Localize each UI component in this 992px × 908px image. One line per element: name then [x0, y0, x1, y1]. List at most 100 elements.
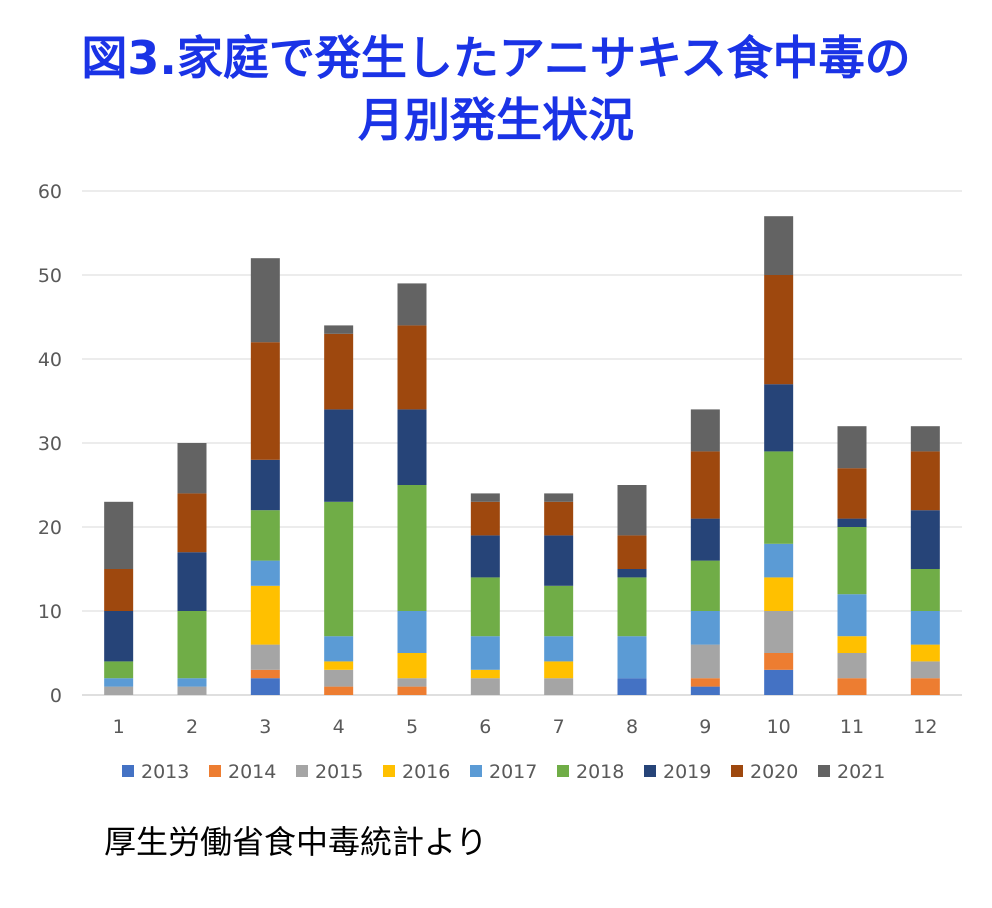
legend-label: 2014 — [228, 761, 276, 783]
bar-segment — [690, 678, 720, 687]
bar-segment — [617, 678, 647, 695]
bar-segment — [837, 678, 867, 695]
legend-label: 2021 — [837, 761, 885, 783]
bar-segment — [690, 518, 720, 561]
bar-segment — [397, 686, 427, 695]
bar-segment — [837, 594, 867, 637]
y-tick-label: 0 — [50, 685, 62, 707]
bar-segment — [910, 451, 940, 511]
bar-segment — [470, 636, 500, 670]
bar-segment — [177, 552, 207, 611]
bar-segment — [910, 510, 940, 569]
legend-label: 2013 — [141, 761, 189, 783]
bar-segment — [250, 585, 280, 645]
bar-segment — [910, 426, 940, 452]
bar-segment — [910, 644, 940, 662]
legend-label: 2019 — [663, 761, 711, 783]
legend-swatch — [296, 765, 308, 777]
bar-segment — [177, 686, 207, 695]
gridlines — [82, 190, 962, 696]
bar-segment — [177, 443, 207, 494]
bar-segment — [617, 636, 647, 679]
bar-segment — [104, 678, 134, 687]
bar-segment — [250, 669, 280, 679]
legend-label: 2018 — [576, 761, 624, 783]
bar-segment — [837, 636, 867, 653]
legend-swatch — [644, 765, 656, 777]
bar-segment — [177, 611, 207, 679]
bar-segment — [690, 686, 720, 695]
bar-segment — [397, 485, 427, 611]
bar-segment — [470, 535, 500, 578]
bar-segment — [690, 409, 720, 452]
x-tick-label: 8 — [626, 716, 638, 738]
bar-segment — [690, 644, 720, 679]
bar-segment — [764, 669, 794, 695]
legend-label: 2020 — [750, 761, 798, 783]
x-tick-label: 7 — [553, 716, 565, 738]
bar-segment — [544, 501, 574, 536]
x-tick-label: 11 — [840, 716, 864, 738]
legend: 2013 2014 2015 2016 2017 2018 2019 2020 2021 — [122, 761, 885, 783]
bar-segment — [177, 678, 207, 687]
bar-segment — [397, 409, 427, 485]
bar-segment — [690, 611, 720, 645]
bar-segment — [324, 636, 354, 662]
bar-segment — [690, 451, 720, 519]
bar-segment — [544, 678, 574, 695]
y-tick-label: 40 — [38, 349, 62, 371]
x-tick-label: 5 — [406, 716, 418, 738]
bar-segment — [764, 653, 794, 670]
legend-label: 2016 — [402, 761, 450, 783]
bar-segment — [617, 569, 647, 578]
bar-segment — [470, 493, 500, 502]
bar-segment — [324, 409, 354, 502]
bar-segment — [250, 342, 280, 460]
chart-title-line2: 月別発生状況 — [358, 93, 634, 147]
bar-segment — [324, 686, 354, 695]
bar-segment — [397, 325, 427, 410]
bar-segment — [837, 653, 867, 679]
x-tick-label: 1 — [113, 716, 125, 738]
bar-segment — [764, 611, 794, 653]
bar-segment — [324, 501, 354, 637]
x-axis-ticks: 1 2 3 4 5 6 7 8 9 10 11 12 — [113, 716, 938, 738]
legend-label: 2015 — [315, 761, 363, 783]
bar-segment — [324, 661, 354, 670]
bars — [104, 216, 940, 695]
bar-segment — [250, 678, 280, 695]
legend-swatch — [557, 765, 569, 777]
bar-segment — [250, 459, 280, 511]
bar-segment — [837, 527, 867, 595]
bar-segment — [104, 661, 134, 679]
bar-segment — [397, 611, 427, 653]
bar-segment — [764, 543, 794, 578]
bar-segment — [104, 501, 134, 569]
bar-segment — [104, 611, 134, 662]
y-tick-label: 30 — [38, 433, 62, 455]
bar-segment — [617, 577, 647, 637]
bar-segment — [324, 325, 354, 334]
y-axis-ticks: 0 10 20 30 40 50 60 — [38, 181, 62, 707]
bar-segment — [544, 636, 574, 662]
legend-swatch — [731, 765, 743, 777]
legend-swatch — [209, 765, 221, 777]
bar-segment — [250, 510, 280, 561]
chart-title-line1: 図3.家庭で発生したアニサキス食中毒の — [81, 31, 911, 85]
bar-segment — [470, 501, 500, 536]
bar-segment — [544, 493, 574, 502]
bar-segment — [177, 493, 207, 553]
bar-segment — [690, 560, 720, 611]
bar-segment — [397, 653, 427, 679]
bar-segment — [470, 577, 500, 637]
bar-segment — [104, 569, 134, 611]
bar-segment — [764, 275, 794, 385]
y-tick-label: 10 — [38, 601, 62, 623]
bar-segment — [764, 451, 794, 544]
x-tick-label: 10 — [767, 716, 791, 738]
bar-segment — [544, 535, 574, 586]
x-tick-label: 2 — [186, 716, 198, 738]
bar-segment — [617, 485, 647, 536]
legend-swatch — [383, 765, 395, 777]
